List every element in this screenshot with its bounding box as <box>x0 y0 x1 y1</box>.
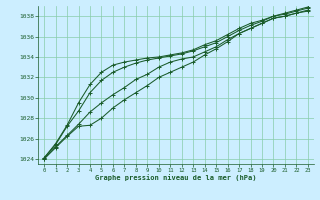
X-axis label: Graphe pression niveau de la mer (hPa): Graphe pression niveau de la mer (hPa) <box>95 175 257 181</box>
